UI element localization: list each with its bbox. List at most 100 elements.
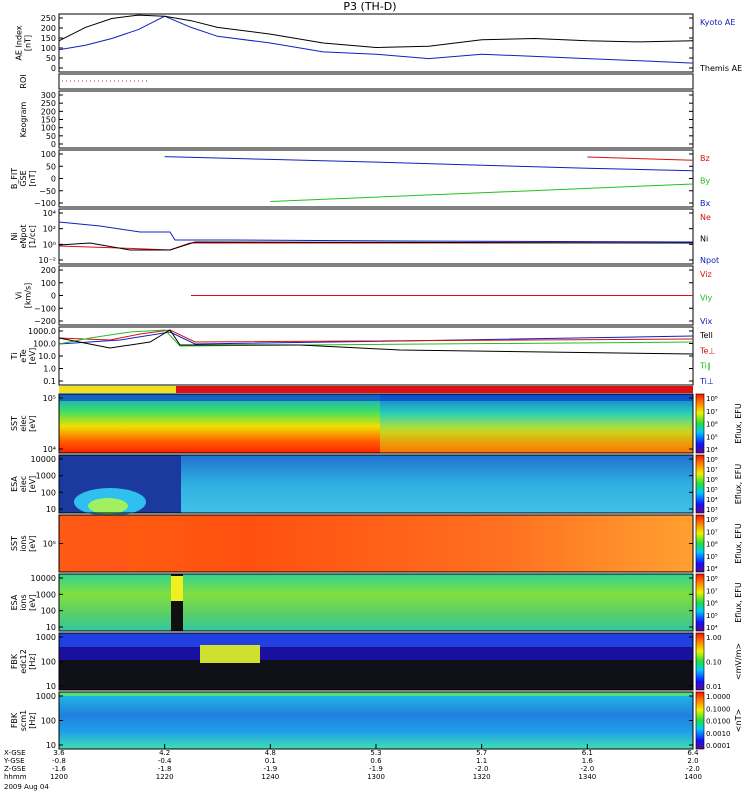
panel-ylabel: [1/cc]: [28, 225, 37, 248]
colorbar-tick: 0.0010: [706, 730, 731, 738]
tick-label: 100: [41, 488, 56, 497]
axis-row-label: Y-GSE: [3, 757, 25, 765]
tick-label: 200: [41, 107, 56, 116]
legend-item: Bx: [700, 199, 710, 208]
axis-value: -2.0: [686, 765, 700, 773]
tick-label: 10²: [43, 225, 56, 234]
colorbar-tick: 0.0001: [706, 742, 731, 750]
tick-label: 50: [46, 54, 56, 63]
colorbar: 10⁸ 10⁷ 10⁶ 10⁵ 10⁴ Eflux, EFU: [695, 573, 743, 632]
tick-label: 200: [41, 266, 56, 275]
colorbar-tick: 0.1000: [706, 705, 731, 713]
tick-label: −50: [39, 187, 56, 196]
panel-ylabel: ions: [19, 535, 28, 551]
tick-label: 1000: [36, 692, 56, 701]
panel-ylabel: ESA: [10, 594, 19, 610]
panel-ylabel: [nT]: [28, 170, 37, 186]
panel-ylabel: [Hz]: [28, 712, 37, 728]
panel-ylabel: ESA: [10, 476, 19, 492]
axis-value: 4.2: [159, 749, 170, 757]
colorbar-label: <nT>: [734, 709, 743, 732]
colorbar-tick: 10⁵: [706, 612, 718, 620]
axis-value: -1.9: [263, 765, 277, 773]
panel-ylabel: [nT]: [24, 35, 33, 51]
colorbar-tick: 10⁸: [706, 456, 718, 464]
tick-label: 100: [41, 607, 56, 616]
axis-value: -1.8: [158, 765, 172, 773]
colorbar-tick: 10⁴: [706, 496, 718, 504]
colorbar: 10⁸ 10⁷ 10⁶ 10⁵ 10⁴ Eflux, EFU: [695, 514, 743, 573]
axis-value: -1.6: [52, 765, 66, 773]
tick-label: 10: [46, 505, 56, 514]
colorbar-tick: 10⁷: [706, 587, 718, 595]
panel-frame: [58, 73, 694, 90]
panel-frame: [58, 393, 694, 454]
colorbar-scale: [695, 691, 705, 750]
panel-ylabel: eTe: [19, 349, 28, 362]
plot-title: P3 (TH-D): [343, 0, 396, 13]
tick-label: 1000: [36, 590, 56, 599]
legend-item: Ti∥: [699, 362, 711, 371]
colorbar-label: Eflux, EFU: [734, 403, 743, 444]
panel-ylabel: scm1: [19, 710, 28, 731]
colorbar-tick: 10⁸: [706, 516, 718, 524]
colorbar-scale: [695, 514, 705, 573]
panel-esa_e: ESA elec [eV] 10000 1000 100 10: [10, 454, 694, 514]
panel-ylabel: [eV]: [28, 476, 37, 493]
panel-roi: ROI: [19, 73, 694, 90]
axis-value: 5.3: [370, 749, 381, 757]
colorbar: 1.0000 0.1000 0.0100 0.0010 0.0001 <nT>: [695, 691, 743, 750]
panel-ylabel: Ni: [10, 232, 19, 240]
legend-item: Viy: [700, 294, 713, 303]
panel-frame: [58, 149, 694, 208]
colorbar-tick: 0.10: [706, 659, 722, 667]
axis-value: 5.7: [476, 749, 487, 757]
tick-label: 1000: [36, 472, 56, 481]
panel-ylabel: B_FIT: [10, 168, 19, 189]
axis-value: 1.1: [476, 757, 487, 765]
tick-label: 100: [41, 44, 56, 53]
tick-label: 10⁵: [43, 540, 56, 549]
panel-sst_i: SST ions [eV] 10⁵: [10, 514, 694, 573]
tick-label: 250: [41, 99, 56, 108]
axis-value: 6.1: [582, 749, 593, 757]
panel-sst_e: SST elec [eV] 10⁵ 10⁴: [10, 393, 694, 454]
tick-label: 250: [41, 14, 56, 23]
legend-item: Ti⊥: [699, 377, 714, 386]
series-line: [270, 183, 694, 202]
tick-label: 10: [46, 741, 56, 750]
ne-line: [58, 242, 693, 251]
tick-label: 150: [41, 34, 56, 43]
tick-label: 1000: [36, 633, 56, 642]
panel-fbk_e: FBK edc12 [Hz] 1000 100 10: [10, 632, 694, 691]
legend-item: Themis AE: [699, 64, 742, 73]
axis-row-label: 2009 Aug 04: [4, 783, 49, 791]
panel-ylabel: SST: [10, 416, 19, 431]
colorbar-tick: 10⁴: [706, 624, 718, 632]
tick-label: 0: [51, 64, 56, 73]
panel-ylabel: [km/s]: [24, 283, 33, 309]
colorbar-tick: 0.01: [706, 683, 722, 691]
colorbar-tick: 10⁴: [706, 446, 718, 454]
panel-bfit: B_FIT GSE [nT] 100 50 0 −50 −100 Bz By Bx: [10, 149, 710, 208]
colorbar-tick: 10⁷: [706, 466, 718, 474]
colorbar-scale: [695, 393, 705, 454]
tick-label: 10⁴: [43, 209, 56, 218]
colorbar-scale: [695, 454, 705, 514]
panel-ylabel: elec: [19, 415, 28, 431]
panel-ylabel: Ti: [10, 353, 19, 361]
colorbar-tick: 10³: [706, 506, 718, 514]
legend-item: Ne: [700, 213, 711, 222]
axis-value: 3.6: [53, 749, 65, 757]
axis-value: 0.1: [265, 757, 276, 765]
tick-label: 10000: [31, 455, 56, 464]
legend-item: Ni: [700, 235, 708, 244]
colorbar-label: Eflux, EFU: [734, 523, 743, 564]
colorbar-tick: 10⁸: [706, 575, 718, 583]
axis-value: 0.6: [370, 757, 382, 765]
axis-value: 1.6: [582, 757, 594, 765]
axis-value: 1300: [367, 773, 385, 781]
axis-value: -2.0: [475, 765, 489, 773]
